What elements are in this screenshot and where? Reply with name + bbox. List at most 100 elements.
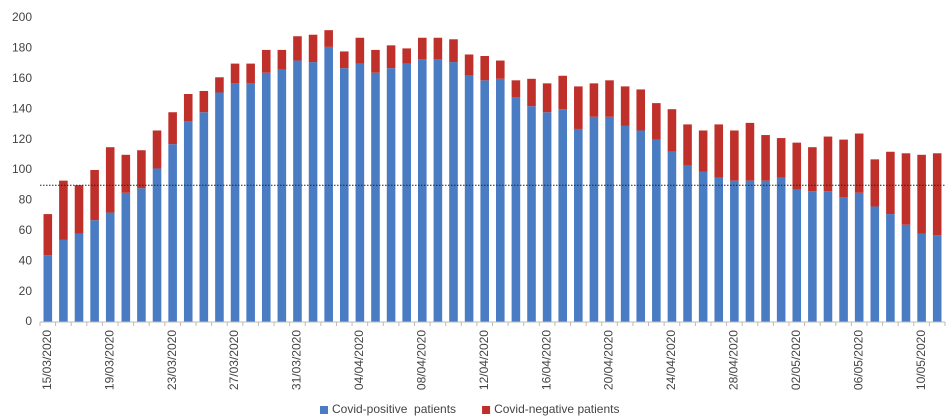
bar-segment [667, 109, 677, 152]
bar-segment [870, 206, 880, 322]
bar-segment [386, 68, 396, 322]
bar-segment [199, 90, 209, 113]
bar-segment [183, 94, 193, 122]
bar-segment [293, 60, 302, 323]
bar-segment [464, 54, 474, 76]
bar-segment [652, 103, 661, 140]
bar-segment [105, 147, 115, 213]
bar-segment [558, 109, 568, 322]
bar-segment [511, 97, 521, 322]
bar-segment [542, 112, 552, 323]
bar-segment [730, 130, 739, 181]
bar-segment [417, 59, 427, 322]
bar-segment [402, 63, 411, 322]
x-tick-label: 04/04/2020 [352, 330, 366, 390]
y-tick-label: 160 [12, 71, 32, 85]
bar-segment [574, 128, 583, 322]
bar-segment [168, 112, 177, 145]
bar-segment [808, 147, 817, 192]
bar-segment [823, 191, 833, 322]
bar-segment [402, 48, 411, 64]
bar-segment [854, 133, 864, 193]
bar-segment [152, 130, 162, 169]
y-tick-label: 20 [19, 284, 33, 298]
bar-segment [683, 124, 692, 166]
bar-segment [527, 78, 536, 107]
legend-label: Covid-negative patients [494, 402, 619, 416]
legend: Covid-positive patients Covid-negative pa… [320, 402, 619, 416]
bar-segment [449, 62, 458, 323]
bar-segment [714, 124, 724, 178]
bar-segment [152, 168, 162, 322]
bar-segment [730, 180, 739, 322]
bar-segment [386, 45, 396, 69]
legend-swatch [482, 406, 491, 414]
bar-segment [542, 83, 552, 113]
bar-segment [355, 37, 365, 64]
y-tick-label: 140 [12, 101, 32, 115]
bar-segment [74, 233, 84, 322]
x-tick-label: 31/03/2020 [290, 330, 304, 390]
bar-segment [808, 191, 817, 322]
x-tick-label: 06/05/2020 [851, 330, 865, 390]
y-tick-label: 40 [19, 253, 33, 267]
x-tick-label: 02/05/2020 [789, 330, 803, 390]
bar-segment [776, 138, 786, 178]
bar-segment [449, 39, 458, 63]
bar-segment [917, 154, 926, 234]
bar-segment [137, 150, 146, 189]
y-tick-label: 120 [12, 132, 32, 146]
bar-segment [574, 86, 583, 129]
bar-segment [683, 165, 692, 322]
bar-segment [605, 116, 614, 322]
x-tick-label: 23/03/2020 [165, 330, 179, 390]
x-tick-label: 19/03/2020 [102, 330, 116, 390]
bar-segment [620, 86, 630, 126]
bar-segment [339, 68, 349, 322]
x-tick-label: 16/04/2020 [539, 330, 553, 390]
x-tick-label: 10/05/2020 [914, 330, 928, 390]
bar-segment [932, 153, 942, 236]
bar-segment [886, 214, 895, 322]
bar-segment [230, 83, 240, 322]
bar-segment [261, 72, 271, 322]
bar-segment [59, 180, 68, 240]
bar-segment [43, 214, 53, 256]
bar-segment [105, 212, 115, 322]
bar-segment [90, 220, 99, 322]
bar-segment [854, 192, 864, 322]
bar-segment [636, 89, 646, 131]
bar-segment [480, 56, 489, 81]
bar-segment [886, 151, 895, 215]
bar-segment [932, 235, 942, 322]
bar-segment [511, 80, 521, 98]
bar-segment [324, 30, 333, 47]
bar-segment [371, 72, 380, 322]
bar-segment [371, 49, 380, 73]
bar-segment [308, 34, 318, 63]
bar-segment [293, 36, 302, 61]
bar-segment [823, 136, 833, 192]
bar-segment [792, 142, 802, 190]
bar-segment [90, 170, 99, 221]
bar-segment [215, 92, 224, 322]
bar-segment [589, 116, 599, 322]
bar-segment [183, 121, 193, 322]
x-tick-label: 20/04/2020 [602, 330, 616, 390]
y-tick-label: 80 [19, 193, 33, 207]
bar-segment [339, 51, 349, 69]
y-tick-label: 100 [12, 162, 32, 176]
bar-segment [605, 80, 614, 117]
bar-segment [43, 255, 53, 322]
x-tick-label: 08/04/2020 [414, 330, 428, 390]
bar-segment [308, 62, 318, 323]
bar-segment [745, 122, 755, 181]
bar-segment [496, 78, 505, 322]
bar-segment [761, 135, 770, 181]
bar-segment [74, 185, 84, 234]
y-tick-label: 180 [12, 41, 32, 55]
bar-segment [527, 106, 536, 322]
legend-label: Covid-positive patients [332, 402, 456, 416]
bar-segment [652, 139, 661, 322]
